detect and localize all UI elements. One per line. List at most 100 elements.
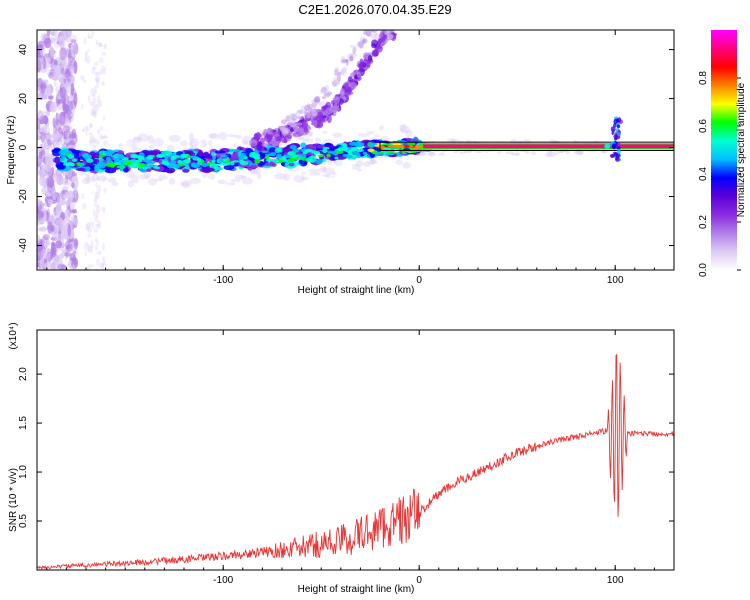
- spectrogram-cell: [53, 36, 60, 41]
- spectrogram-cell: [573, 150, 584, 155]
- spectrogram-marks: [37, 21, 674, 270]
- spectrogram-cell: [57, 170, 62, 183]
- spectrogram-cell: [304, 108, 309, 112]
- spectrogram-cell: [101, 78, 106, 83]
- spectrogram-cell: [41, 187, 47, 195]
- snr-y-tick-label: 1.0: [18, 465, 29, 479]
- spectrogram-cell: [375, 131, 386, 138]
- spectrogram-cell: [37, 49, 41, 59]
- spectrogram-cell: [358, 133, 370, 138]
- spectrogram-cell: [82, 85, 86, 90]
- spectrogram-cell: [300, 176, 309, 181]
- spectrogram-cell: [321, 96, 327, 100]
- spectrogram-cell: [305, 111, 313, 119]
- spectrogram-cell: [147, 135, 155, 144]
- spectrogram-cell: [98, 153, 104, 159]
- spectrogram-cell: [87, 225, 93, 234]
- spectrogram-cell: [331, 80, 338, 87]
- spectrogram-cell: [298, 136, 305, 141]
- spectrogram-cell: [295, 115, 302, 120]
- spectrogram-cell: [130, 153, 138, 159]
- spectrogram-cell: [38, 175, 44, 186]
- spectrogram-cell: [86, 264, 91, 270]
- spectrogram-cell: [292, 113, 297, 119]
- spectrogram-cell: [71, 208, 78, 214]
- spectrogram-cell: [241, 177, 254, 185]
- spectrogram-cell: [143, 170, 151, 179]
- spectrogram-cell: [310, 102, 318, 108]
- spectrogram-cell: [276, 153, 282, 159]
- spectrogram-cell: [337, 71, 342, 76]
- spectrogram-cell: [96, 239, 99, 248]
- spectrogram-cell: [366, 130, 375, 135]
- spectrogram-cell: [382, 30, 385, 33]
- spectrogram-cell: [99, 173, 105, 182]
- spectrogram-cell: [119, 145, 129, 150]
- spectrogram-cell: [180, 181, 190, 187]
- spectrogram-cell: [47, 177, 55, 189]
- spectrogram-cell: [69, 133, 77, 139]
- spectrogram-cell: [44, 110, 49, 116]
- spectrogram-cell: [71, 264, 76, 270]
- spectrogram-cell: [82, 79, 87, 84]
- spectrogram-cell: [296, 116, 304, 120]
- spectrogram-cell: [318, 101, 326, 107]
- spectrogram-cell: [118, 143, 124, 150]
- spectrogram-cell: [154, 178, 163, 182]
- spectrogram-cell: [87, 121, 91, 125]
- spectrogram-cell: [92, 93, 96, 98]
- spectrogram-cell: [96, 128, 101, 135]
- spectrogram-cell: [90, 239, 94, 249]
- spectrogram-cell: [335, 79, 341, 85]
- spectrogram-cell: [208, 139, 213, 147]
- spectrogram-cell: [325, 94, 330, 99]
- spectrogram-cell: [368, 142, 378, 146]
- spectrogram-cell: [91, 176, 96, 183]
- spectrogram-cell: [371, 30, 377, 34]
- spectrogram-cell: [37, 146, 40, 158]
- spectrogram-cell: [359, 39, 365, 45]
- spectrogram-cell: [341, 59, 349, 63]
- spectrogram-cell: [85, 173, 89, 177]
- spectrogram-cell: [53, 218, 59, 232]
- spectrogram-cell: [103, 66, 107, 75]
- spectrogram-cell: [371, 43, 377, 49]
- spectrogram-cell: [324, 85, 330, 91]
- spectrogram-cell: [203, 151, 209, 156]
- snr-frame: [36, 329, 675, 571]
- spectrogram-cell: [104, 101, 108, 110]
- spectrogram-cell: [91, 191, 94, 195]
- spectrogram-cell: [271, 137, 277, 146]
- spectrogram-cell: [107, 177, 117, 183]
- spectrogram-cell: [94, 84, 99, 89]
- spectrogram-cell: [304, 116, 310, 121]
- spectrogram-cell: [294, 149, 300, 153]
- spectrogram-cell: [45, 186, 53, 197]
- spectrogram-cell: [97, 100, 103, 108]
- spectrogram-cell: [99, 126, 104, 131]
- spectrogram-cell: [94, 191, 98, 199]
- spectrogram-cell: [307, 103, 311, 109]
- spectrogram-cell: [336, 74, 341, 82]
- spectrogram-cell: [55, 143, 60, 149]
- spectrogram-cell: [368, 30, 373, 38]
- spectrogram-cell: [168, 177, 176, 185]
- spectrogram-cell: [344, 82, 349, 88]
- spectrogram-cell: [53, 267, 58, 270]
- spectrogram-cell: [148, 144, 155, 150]
- spectrogram-cell: [148, 164, 154, 168]
- spectrogram-cell: [297, 120, 304, 128]
- spectrogram-cell: [43, 262, 48, 269]
- spectrogram-cell: [101, 255, 107, 262]
- spectrogram-cell: [387, 21, 394, 29]
- spectrogram-cell: [98, 221, 101, 226]
- spectrogram-cell: [333, 77, 338, 81]
- snr-y-tick-label: 0.5: [18, 514, 29, 528]
- spectrogram-cell: [309, 172, 322, 176]
- spectrogram-cell: [294, 111, 298, 120]
- spectrogram-cell: [72, 250, 77, 255]
- spectrogram-cell: [327, 91, 333, 95]
- spectrogram-cell: [402, 144, 410, 148]
- spectrogram-cell: [192, 140, 203, 149]
- spectrogram-cell: [286, 135, 293, 140]
